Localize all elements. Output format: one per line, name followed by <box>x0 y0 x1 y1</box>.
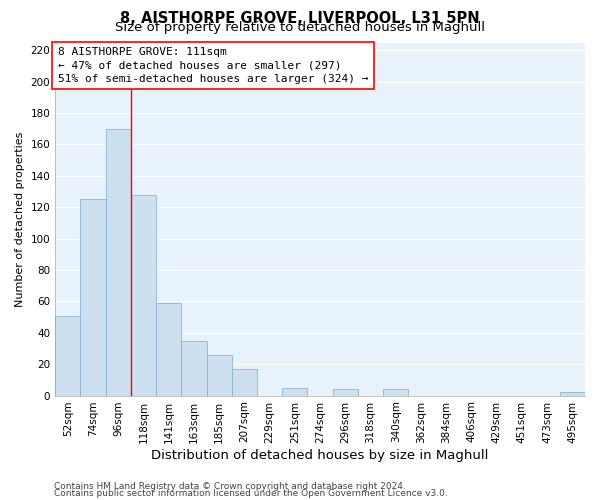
Bar <box>282 388 307 396</box>
Bar <box>106 129 131 396</box>
Y-axis label: Number of detached properties: Number of detached properties <box>15 132 25 306</box>
Bar <box>131 194 156 396</box>
Bar <box>206 355 232 396</box>
Bar <box>560 392 585 396</box>
Bar <box>181 340 206 396</box>
Bar <box>55 316 80 396</box>
Bar <box>383 390 409 396</box>
Bar <box>332 390 358 396</box>
Text: Contains public sector information licensed under the Open Government Licence v3: Contains public sector information licen… <box>54 488 448 498</box>
Text: 8, AISTHORPE GROVE, LIVERPOOL, L31 5PN: 8, AISTHORPE GROVE, LIVERPOOL, L31 5PN <box>120 11 480 26</box>
Bar <box>232 369 257 396</box>
Text: 8 AISTHORPE GROVE: 111sqm
← 47% of detached houses are smaller (297)
51% of semi: 8 AISTHORPE GROVE: 111sqm ← 47% of detac… <box>58 47 368 84</box>
Bar <box>156 303 181 396</box>
Text: Contains HM Land Registry data © Crown copyright and database right 2024.: Contains HM Land Registry data © Crown c… <box>54 482 406 491</box>
X-axis label: Distribution of detached houses by size in Maghull: Distribution of detached houses by size … <box>151 450 489 462</box>
Text: Size of property relative to detached houses in Maghull: Size of property relative to detached ho… <box>115 21 485 34</box>
Bar <box>80 200 106 396</box>
